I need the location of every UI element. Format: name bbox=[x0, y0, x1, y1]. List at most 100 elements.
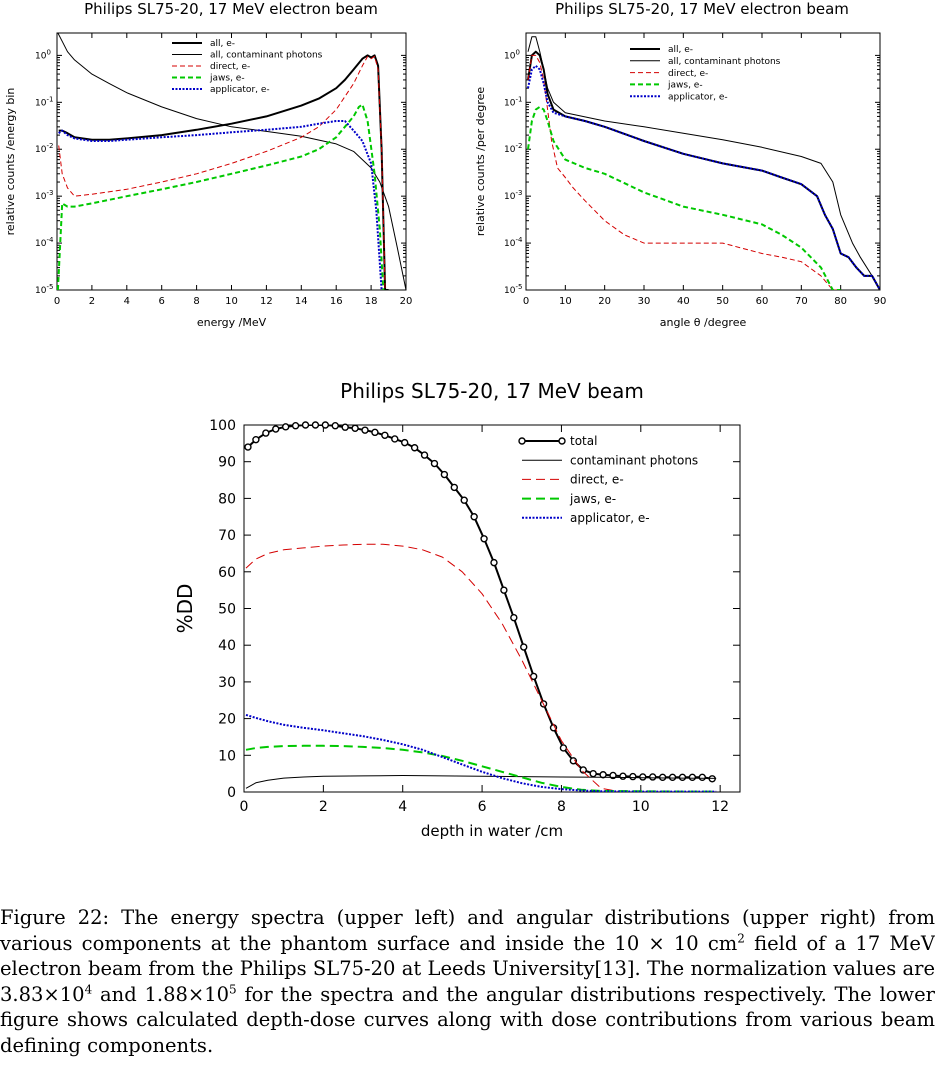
legend-marker bbox=[558, 437, 566, 445]
data-point bbox=[311, 421, 320, 429]
chart-title: Philips SL75-20, 17 MeV electron beam bbox=[84, 0, 378, 18]
x-tick-label: 4 bbox=[398, 799, 407, 815]
data-point bbox=[440, 470, 449, 479]
legend-label: all, e- bbox=[668, 45, 693, 55]
series-line-5 bbox=[58, 120, 383, 290]
data-point bbox=[252, 435, 260, 444]
y-tick-label: 30 bbox=[218, 675, 236, 691]
y-tick-label: 50 bbox=[218, 602, 236, 618]
series-line-5 bbox=[527, 64, 880, 290]
series-line-4 bbox=[57, 103, 385, 290]
chart-1: Philips SL75-20, 17 MeV electron beam 0 2 4… bbox=[4, 0, 412, 329]
caption-sup-1: 2 bbox=[737, 931, 745, 945]
series-line-3 bbox=[527, 54, 841, 290]
x-tick-label: 18 bbox=[365, 296, 378, 307]
data-point bbox=[410, 444, 419, 452]
data-point bbox=[658, 773, 667, 782]
data-point bbox=[430, 459, 439, 468]
x-tick-label: 2 bbox=[89, 296, 95, 307]
y-tick-label: 100 bbox=[504, 48, 520, 61]
data-point bbox=[480, 535, 488, 543]
x-tick-label: 90 bbox=[874, 296, 887, 307]
series-line-2 bbox=[527, 36, 880, 290]
plot-frame bbox=[243, 424, 741, 793]
series-line-2 bbox=[245, 775, 717, 789]
data-point bbox=[351, 424, 359, 433]
data-point bbox=[371, 428, 379, 437]
data-point bbox=[460, 496, 468, 504]
x-tick-label: 20 bbox=[598, 296, 611, 307]
series-line-3 bbox=[245, 543, 622, 792]
data-point bbox=[698, 773, 707, 782]
data-point bbox=[688, 773, 697, 782]
data-point bbox=[629, 772, 637, 781]
legend-label: direct, e- bbox=[570, 473, 624, 487]
legend-label: jaws, e- bbox=[667, 81, 703, 91]
x-tick-label: 80 bbox=[834, 296, 847, 307]
x-tick-label: 12 bbox=[260, 296, 273, 307]
legend-label: total bbox=[570, 434, 597, 448]
plot-frame bbox=[525, 32, 881, 291]
caption-text-4: for the spectra and the angular distribu… bbox=[0, 982, 935, 1057]
y-tick-label: 40 bbox=[218, 638, 236, 654]
data-point bbox=[331, 422, 339, 430]
y-tick-label: 10 bbox=[218, 748, 236, 764]
x-tick-label: 8 bbox=[193, 296, 199, 307]
x-tick-label: 0 bbox=[54, 296, 60, 307]
y-tick-label: 10-3 bbox=[504, 189, 522, 202]
y-tick-label: 80 bbox=[218, 491, 236, 507]
legend-label: direct, e- bbox=[668, 69, 708, 79]
x-tick-label: 12 bbox=[711, 799, 729, 815]
data-point bbox=[272, 425, 280, 433]
series-line-1 bbox=[58, 54, 389, 290]
legend-label: all, contaminant photons bbox=[210, 51, 323, 61]
y-tick-label: 10-5 bbox=[35, 283, 53, 296]
data-point bbox=[420, 451, 429, 459]
caption-sup-2: 4 bbox=[84, 982, 93, 996]
x-tick-label: 40 bbox=[677, 296, 690, 307]
x-tick-label: 10 bbox=[632, 799, 650, 815]
chart-title: Philips SL75-20, 17 MeV beam bbox=[340, 379, 644, 403]
data-point bbox=[649, 773, 657, 781]
series-line-1 bbox=[247, 425, 713, 780]
caption-sup-3: 5 bbox=[229, 982, 237, 996]
series-line-4 bbox=[527, 105, 841, 290]
x-tick-label: 30 bbox=[638, 296, 651, 307]
series-line-2 bbox=[57, 33, 406, 290]
legend-label: applicator, e- bbox=[570, 511, 650, 525]
series-line-4 bbox=[245, 744, 717, 792]
legend-label: all, contaminant photons bbox=[668, 57, 781, 67]
y-axis-label: relative counts /per degree bbox=[474, 87, 487, 237]
data-point bbox=[391, 435, 399, 443]
figure-canvas: Philips SL75-20, 17 MeV electron beam 0 2 4… bbox=[4, 0, 887, 840]
y-tick-label: 10-2 bbox=[504, 142, 522, 155]
y-tick-label: 10-5 bbox=[504, 283, 522, 296]
x-tick-label: 0 bbox=[523, 296, 529, 307]
data-point bbox=[321, 421, 330, 429]
data-point bbox=[281, 423, 290, 431]
data-point bbox=[510, 613, 518, 622]
data-point bbox=[639, 773, 647, 781]
data-point bbox=[401, 438, 409, 447]
x-tick-label: 20 bbox=[400, 296, 413, 307]
x-axis-label: angle θ /degree bbox=[660, 316, 747, 329]
y-tick-label: 90 bbox=[218, 455, 236, 471]
y-tick-label: 20 bbox=[218, 712, 236, 728]
y-tick-label: 70 bbox=[218, 528, 236, 544]
y-tick-label: 100 bbox=[209, 418, 236, 434]
y-tick-label: 10-1 bbox=[504, 95, 522, 108]
legend-label: direct, e- bbox=[210, 62, 250, 72]
y-axis-label: relative counts /energy bin bbox=[4, 88, 17, 236]
x-tick-label: 14 bbox=[295, 296, 308, 307]
x-tick-label: 8 bbox=[557, 799, 566, 815]
data-point bbox=[262, 429, 270, 437]
legend-label: jaws, e- bbox=[569, 492, 616, 506]
x-tick-label: 50 bbox=[716, 296, 729, 307]
data-point bbox=[341, 423, 349, 431]
series-line-3 bbox=[58, 55, 386, 290]
data-point bbox=[569, 757, 578, 765]
x-tick-label: 60 bbox=[756, 296, 769, 307]
legend-label: jaws, e- bbox=[209, 74, 245, 84]
y-tick-label: 10-4 bbox=[504, 236, 523, 249]
x-tick-label: 70 bbox=[795, 296, 808, 307]
